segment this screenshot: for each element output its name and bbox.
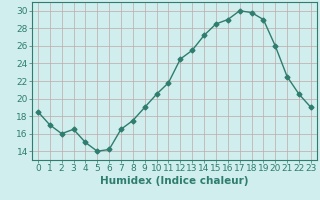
X-axis label: Humidex (Indice chaleur): Humidex (Indice chaleur) bbox=[100, 176, 249, 186]
